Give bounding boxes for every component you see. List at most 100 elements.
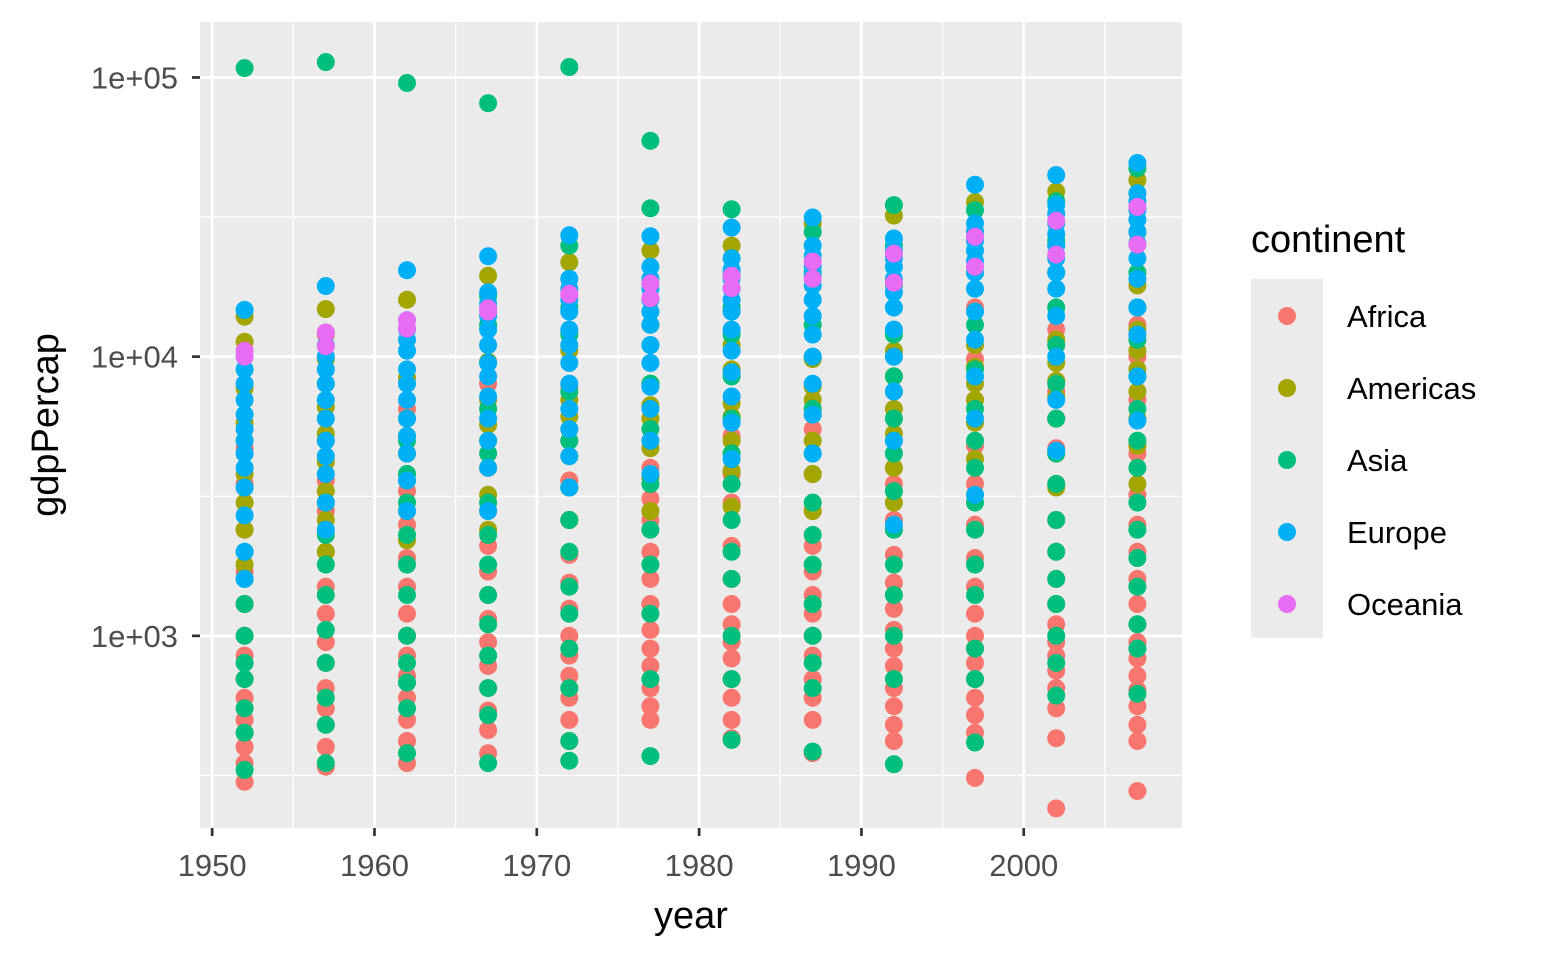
- point-africa: [884, 697, 903, 716]
- point-asia: [1128, 431, 1147, 450]
- point-europe: [235, 569, 254, 588]
- point-asia: [884, 409, 903, 428]
- point-asia: [560, 751, 579, 770]
- point-asia: [235, 595, 254, 613]
- point-asia: [884, 626, 903, 645]
- point-americas: [316, 300, 335, 319]
- point-oceania: [1047, 245, 1066, 264]
- point-asia: [803, 595, 822, 613]
- point-europe: [398, 261, 416, 280]
- point-europe: [966, 485, 984, 504]
- point-oceania: [1128, 235, 1147, 254]
- point-asia: [966, 555, 984, 574]
- point-europe: [560, 374, 579, 393]
- point-asia: [1128, 615, 1147, 634]
- point-asia: [966, 639, 984, 658]
- x-tick-label: 1980: [665, 848, 734, 883]
- point-africa: [479, 633, 498, 652]
- point-africa: [641, 620, 660, 639]
- point-africa: [884, 639, 903, 658]
- point-europe: [560, 399, 579, 418]
- point-oceania: [966, 257, 984, 276]
- point-asia: [398, 653, 416, 672]
- point-europe: [316, 409, 335, 428]
- point-europe: [966, 279, 984, 298]
- point-asia: [479, 754, 498, 773]
- point-asia: [1047, 626, 1066, 645]
- x-tick-label: 1990: [827, 848, 896, 883]
- point-asia: [966, 201, 984, 220]
- point-asia: [1128, 549, 1147, 567]
- point-asia: [560, 58, 579, 76]
- point-asia: [560, 511, 579, 529]
- point-africa: [398, 604, 416, 623]
- point-africa: [884, 599, 903, 618]
- point-europe: [398, 360, 416, 379]
- point-asia: [235, 670, 254, 689]
- point-europe: [316, 493, 335, 512]
- point-asia: [479, 706, 498, 725]
- point-asia: [641, 670, 660, 689]
- point-europe: [316, 390, 335, 409]
- legend-label-asia: Asia: [1347, 443, 1408, 478]
- point-europe: [479, 367, 498, 386]
- point-asia: [398, 525, 416, 544]
- point-oceania: [722, 279, 741, 298]
- point-americas: [641, 502, 660, 520]
- point-europe: [398, 409, 416, 428]
- point-asia: [479, 444, 498, 463]
- point-europe: [803, 236, 822, 255]
- point-africa: [722, 710, 741, 729]
- point-americas: [722, 236, 741, 255]
- point-africa: [966, 706, 984, 725]
- point-asia: [722, 670, 741, 689]
- point-asia: [316, 754, 335, 773]
- point-asia: [884, 555, 903, 574]
- point-europe: [316, 277, 335, 296]
- point-europe: [560, 336, 579, 355]
- point-europe: [560, 226, 579, 245]
- point-oceania: [803, 269, 822, 288]
- point-europe: [398, 426, 416, 445]
- point-europe: [560, 269, 579, 288]
- point-asia: [1128, 684, 1147, 703]
- point-europe: [641, 377, 660, 396]
- point-europe: [803, 325, 822, 344]
- point-asia: [560, 639, 579, 658]
- point-oceania: [1128, 197, 1147, 216]
- point-europe: [1128, 298, 1147, 317]
- legend-label-africa: Africa: [1347, 299, 1427, 334]
- point-africa: [1128, 595, 1147, 613]
- point-asia: [398, 699, 416, 718]
- point-africa: [966, 688, 984, 707]
- point-europe: [803, 208, 822, 227]
- point-asia: [398, 673, 416, 692]
- point-europe: [479, 336, 498, 355]
- point-asia: [398, 74, 416, 92]
- point-asia: [1047, 409, 1066, 428]
- point-americas: [1128, 474, 1147, 493]
- point-europe: [641, 353, 660, 372]
- point-africa: [1128, 666, 1147, 685]
- point-europe: [641, 465, 660, 483]
- point-asia: [1128, 639, 1147, 658]
- point-americas: [803, 465, 822, 483]
- point-asia: [1047, 653, 1066, 672]
- point-asia: [235, 760, 254, 779]
- point-asia: [560, 577, 579, 596]
- point-asia: [884, 482, 903, 501]
- point-africa: [1047, 699, 1066, 718]
- point-africa: [1047, 729, 1066, 748]
- point-africa: [966, 626, 984, 645]
- point-europe: [1047, 390, 1066, 409]
- point-africa: [1128, 697, 1147, 716]
- point-africa: [1128, 715, 1147, 734]
- point-europe: [722, 450, 741, 468]
- point-europe: [803, 374, 822, 393]
- point-europe: [479, 458, 498, 477]
- point-asia: [235, 59, 254, 78]
- point-oceania: [641, 274, 660, 293]
- axes: 1950 1960 1970 1980 1990 2000 1e+03 1e+04 1e+05: [91, 60, 1058, 883]
- point-europe: [235, 360, 254, 379]
